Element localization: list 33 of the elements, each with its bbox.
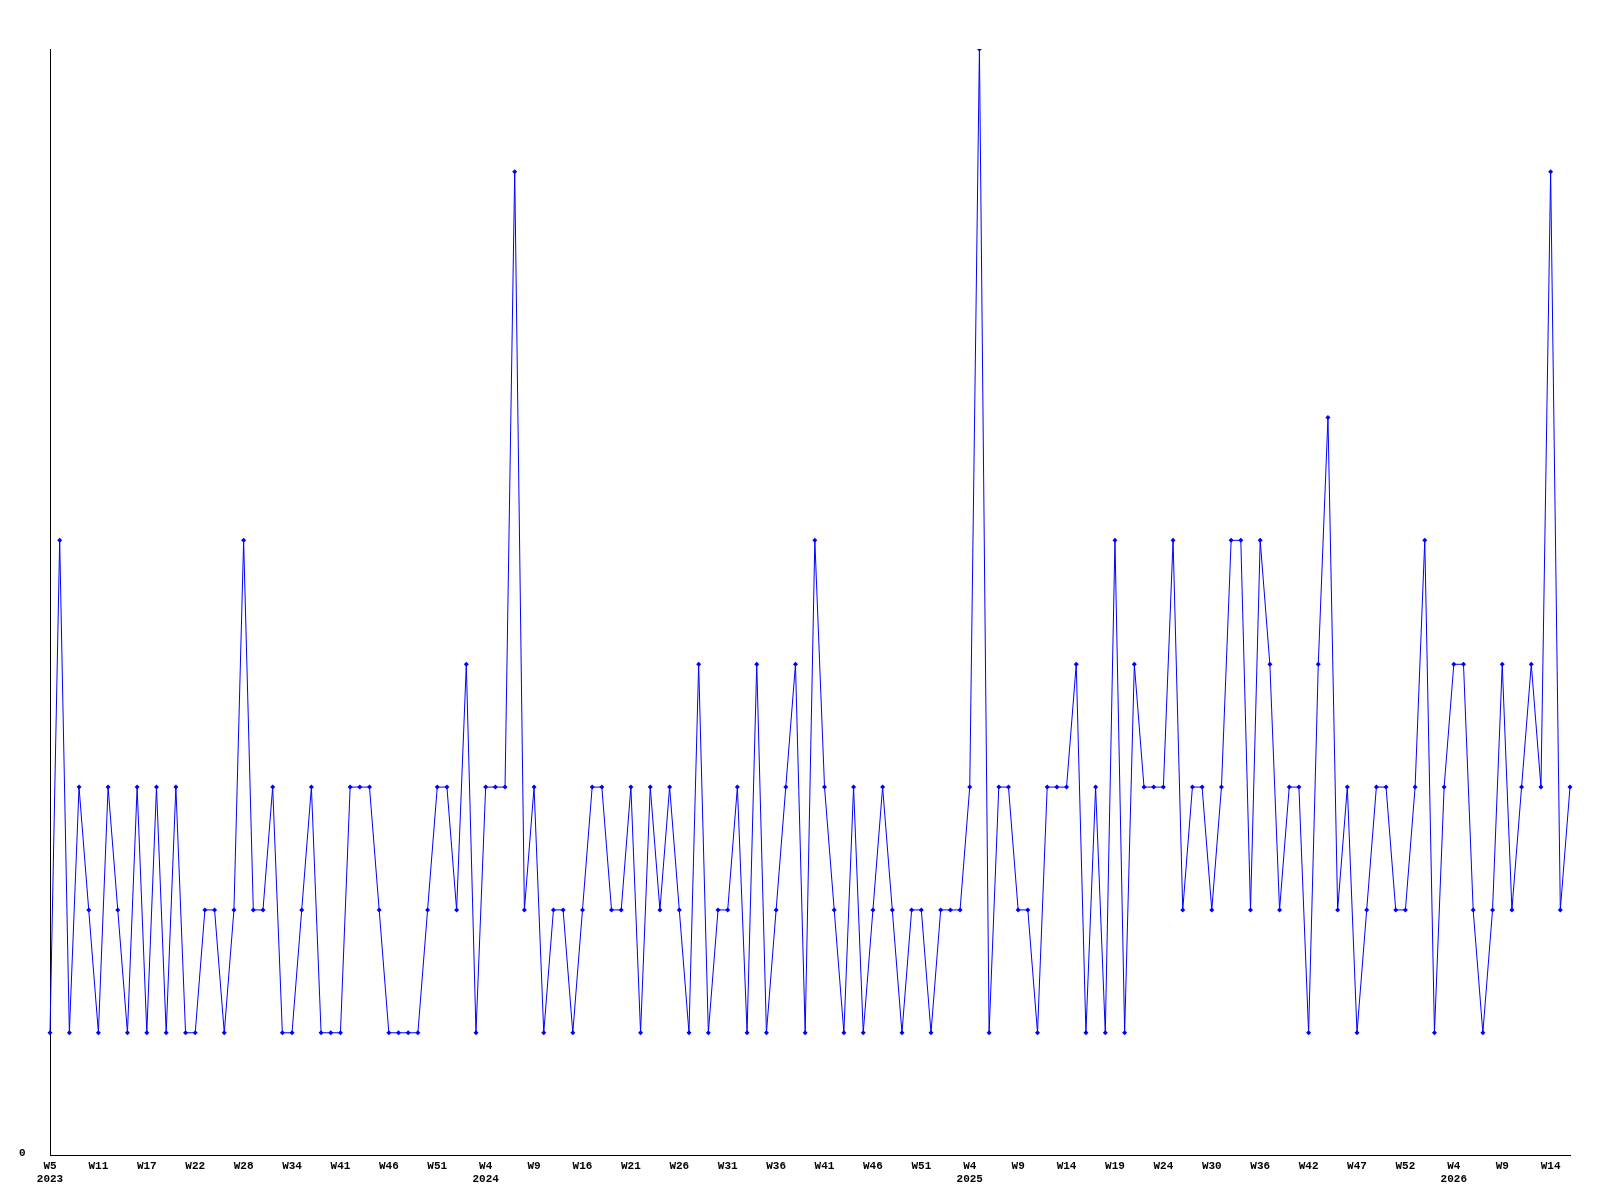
x-tick-label: W36 [1250,1159,1271,1172]
x-tick-label: W21 [620,1159,642,1172]
x-tick-label: W36 [766,1159,787,1172]
x-tick-label: W31 [717,1159,738,1172]
x-tick-label: W51 [427,1159,448,1172]
x-tick-label: W52 [1395,1159,1416,1172]
x-tick-label: W42 [1298,1159,1319,1172]
x-tick-label: W22 [185,1159,206,1172]
x-tick-label: W5 2023 [36,1159,64,1186]
x-tick-label: W19 [1105,1159,1125,1172]
x-tick-label: W4 2025 [956,1159,984,1186]
x-tick-label: W4 2024 [472,1159,500,1186]
x-tick-label: W4 2026 [1440,1159,1468,1186]
x-tick-label: W9 [1011,1159,1025,1172]
x-tick-label: W34 [282,1159,303,1172]
x-tick-label: W41 [330,1159,351,1172]
x-tick-label: W41 [814,1159,835,1172]
x-tick-label: W46 [863,1159,883,1172]
x-tick-label: W9 [527,1159,541,1172]
text: 0 [19,1147,26,1160]
x-tick-label: W47 [1347,1159,1367,1172]
x-tick-label: W51 [911,1159,932,1172]
x-tick-label: W16 [572,1159,593,1172]
x-tick-label: W26 [669,1159,690,1172]
x-tick-label: W24 [1153,1159,1174,1172]
x-tick-label: W46 [378,1159,399,1172]
x-tick-label: W14 [1540,1159,1561,1172]
x-tick-label: W17 [136,1159,157,1172]
x-tick-label: W30 [1201,1159,1222,1172]
x-tick-label: W14 [1056,1159,1077,1172]
x-tick-label: W9 [1495,1159,1509,1172]
x-tick-label: W28 [233,1159,254,1172]
x-tick-label: W11 [88,1159,109,1172]
